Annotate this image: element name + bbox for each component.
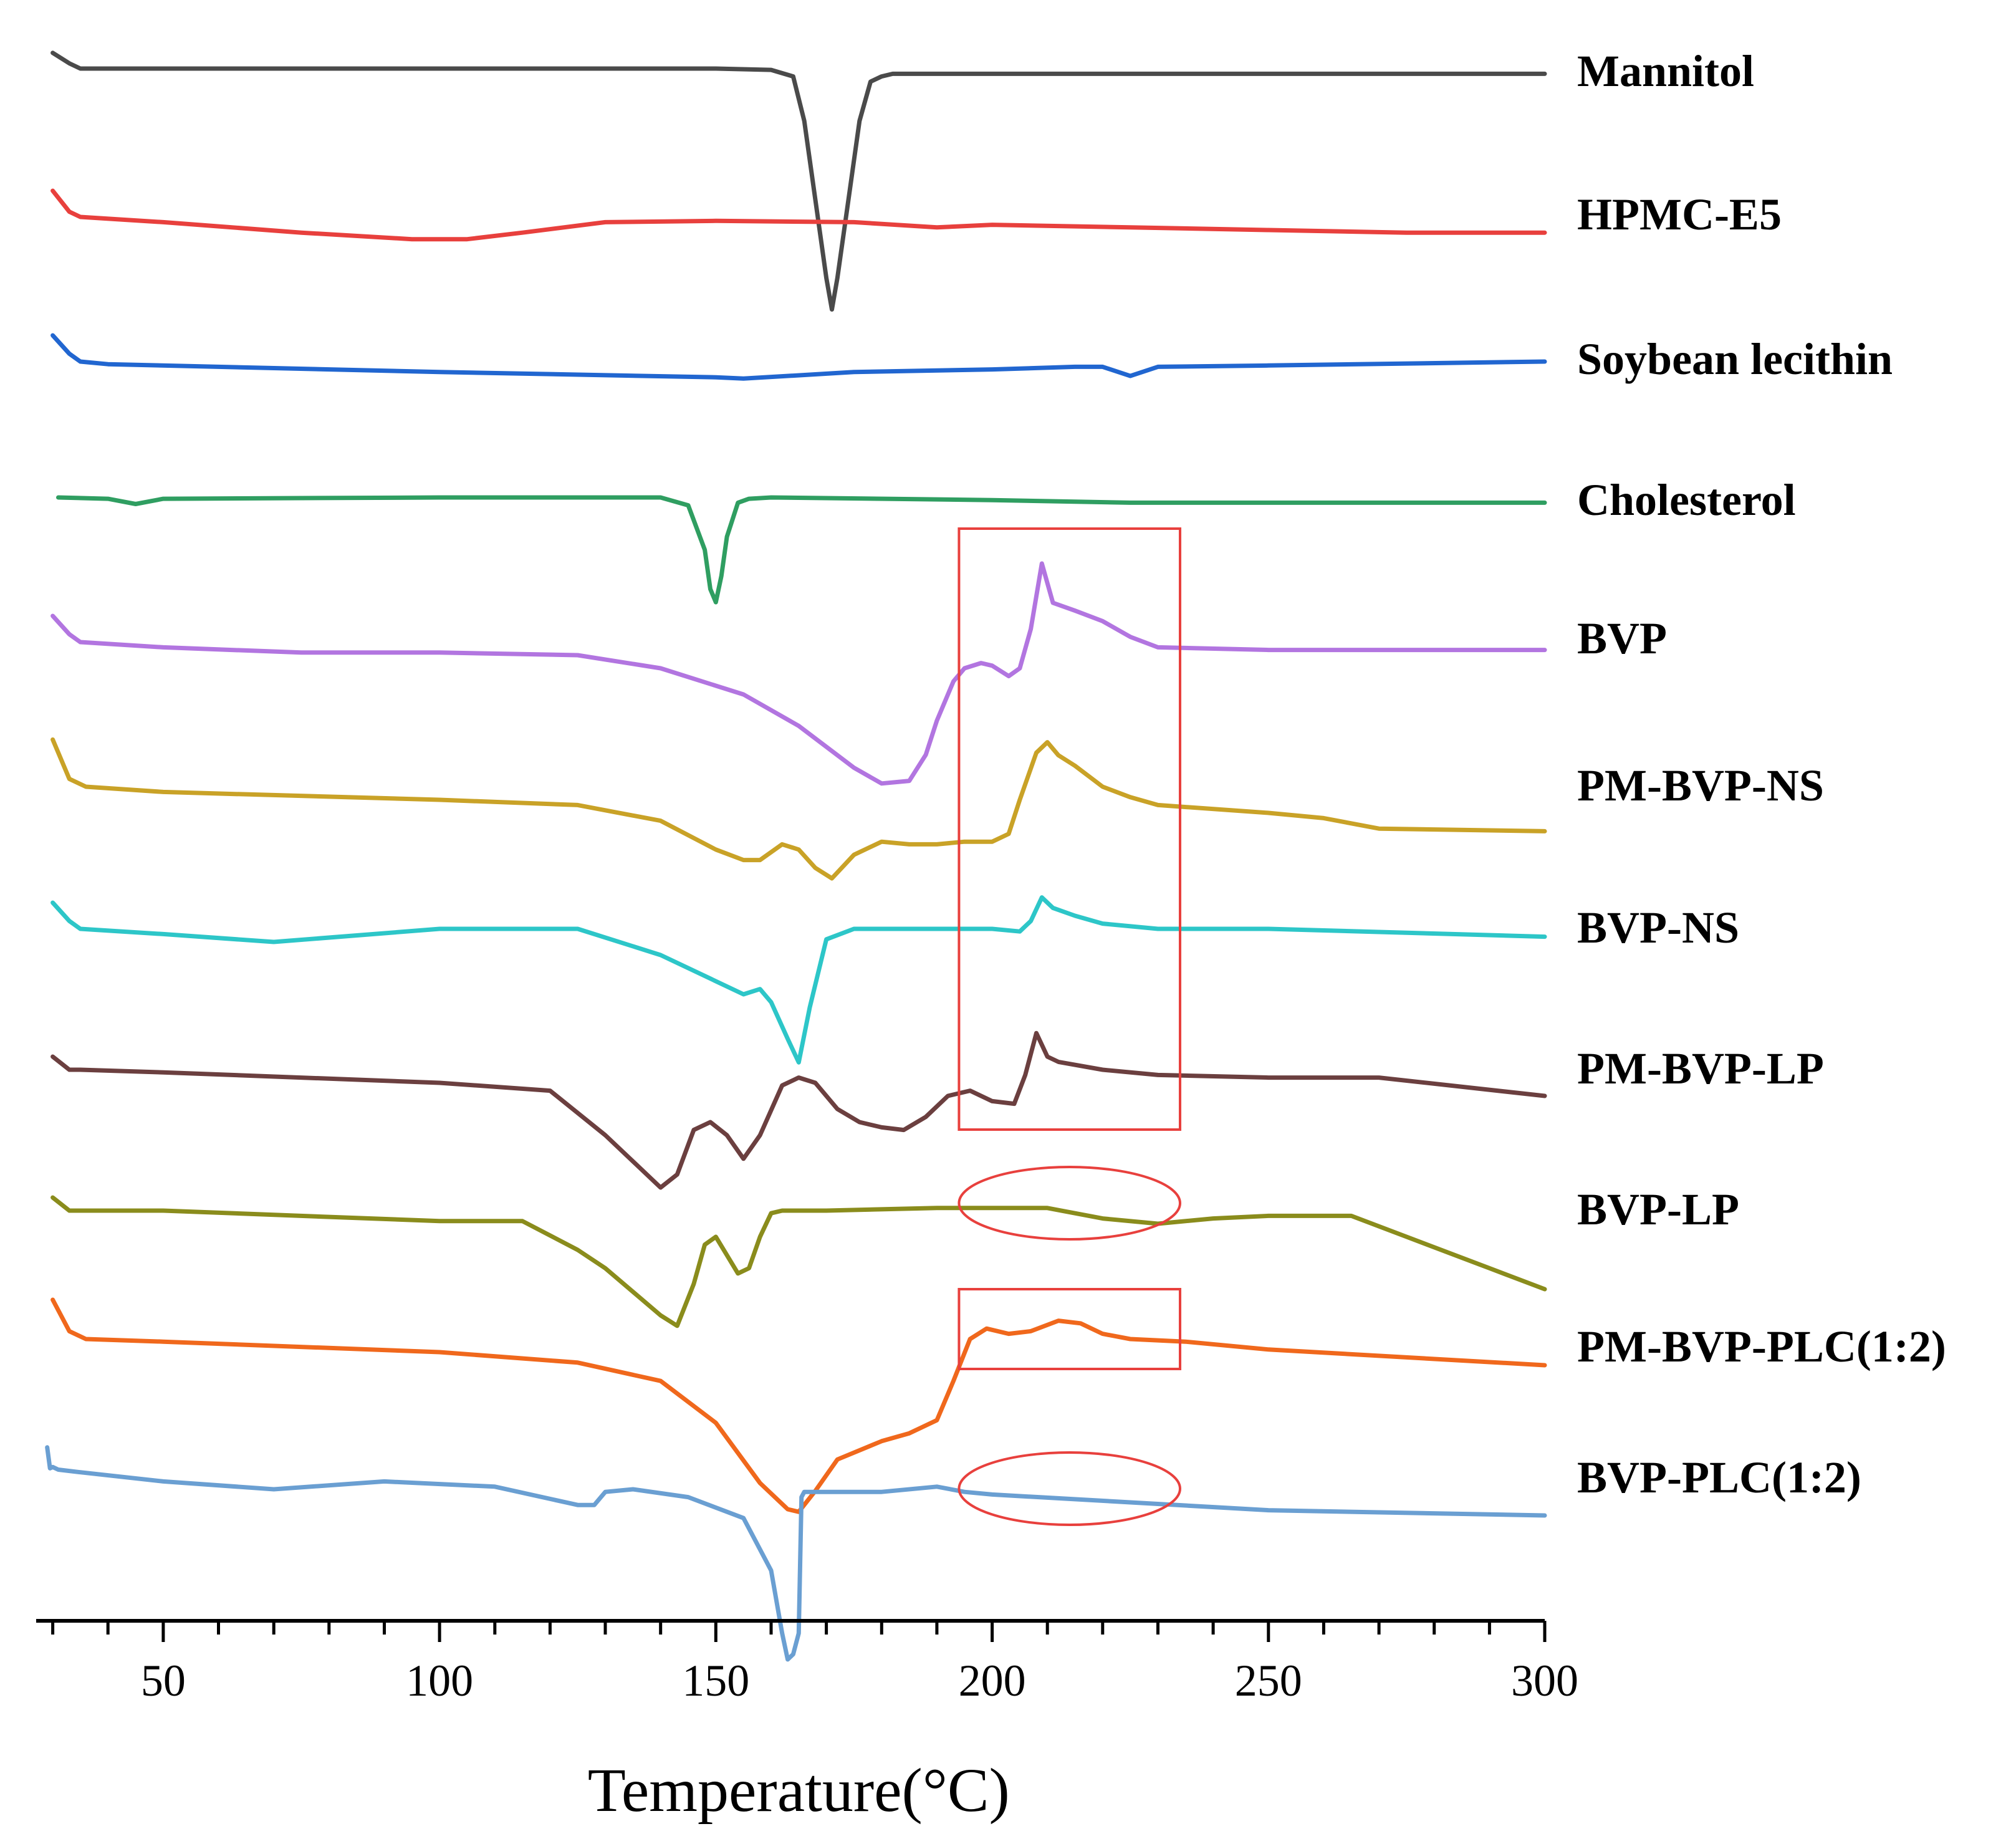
series-label-pm-bvp-lp: PM-BVP-LP (1577, 1044, 1824, 1093)
annotation-ellipse-1 (958, 1166, 1181, 1241)
series-label-pm-bvp-plc-1-2: PM-BVP-PLC(1:2) (1577, 1322, 1946, 1371)
annotation-box-0 (958, 527, 1182, 1131)
series-line-pm-bvp-lp (50, 1030, 1547, 1190)
x-tick-label-150: 150 (682, 1656, 749, 1706)
series-label-cholesterol: Cholesterol (1577, 475, 1796, 525)
series-label-bvp-lp: BVP-LP (1577, 1184, 1739, 1234)
x-tick-label-200: 200 (959, 1656, 1026, 1706)
series-line-hpmc-e5 (50, 188, 1547, 242)
series-label-bvp-ns: BVP-NS (1577, 903, 1739, 953)
series-label-soybean-lecithin: Soybean lecithin (1577, 334, 1893, 384)
series-line-pm-bvp-plc-1-2 (50, 1297, 1547, 1514)
series-line-bvp (50, 561, 1547, 786)
x-tick-label-100: 100 (406, 1656, 473, 1706)
annotation-box-2 (958, 1288, 1182, 1370)
series-label-bvp: BVP (1577, 613, 1667, 663)
series-line-pm-bvp-ns (50, 737, 1547, 881)
series-line-bvp-lp (50, 1195, 1547, 1328)
curves-layer (45, 50, 1547, 1662)
series-label-mannitol: Mannitol (1577, 46, 1754, 96)
series-label-pm-bvp-ns: PM-BVP-NS (1577, 761, 1824, 810)
series-labels: Mannitol HPMC-E5 Soybean lecithin Cholester… (1577, 46, 1946, 1502)
annotations-layer (958, 527, 1182, 1526)
series-line-bvp-ns (50, 895, 1547, 1065)
x-tick-label-50: 50 (141, 1656, 186, 1706)
series-line-soybean-lecithin (50, 333, 1547, 381)
series-line-bvp-plc-1-2 (45, 1445, 1547, 1662)
x-axis-title: Temperature(°C) (588, 1755, 1010, 1825)
x-tick-label-250: 250 (1235, 1656, 1302, 1706)
x-tick-label-300: 300 (1511, 1656, 1578, 1706)
annotation-ellipse-3 (958, 1451, 1181, 1526)
series-label-hpmc-e5: HPMC-E5 (1577, 190, 1782, 239)
series-label-bvp-plc-1-2: BVP-PLC(1:2) (1577, 1452, 1861, 1502)
series-line-mannitol (50, 50, 1547, 312)
x-axis: 50 100 150 200 250 300 (36, 1619, 1578, 1706)
series-line-cholesterol (56, 495, 1547, 605)
